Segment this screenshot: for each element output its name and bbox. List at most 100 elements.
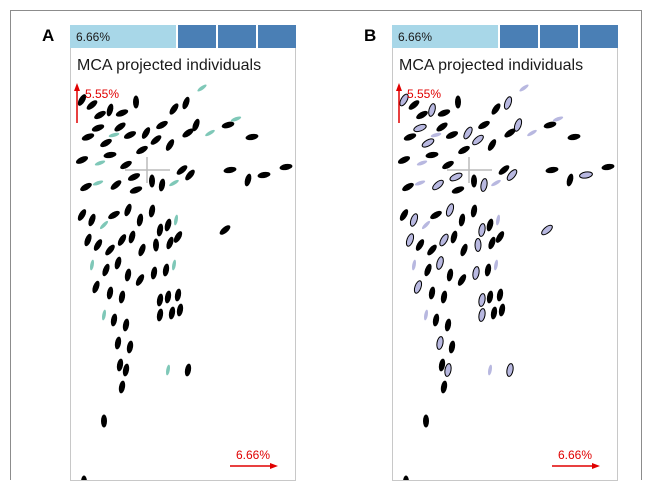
panel-a-individual-glyph <box>184 363 192 377</box>
panel-b-y-axis-label: 5.55% <box>407 87 442 101</box>
panel-b-individual-glyph <box>436 336 444 350</box>
panel-a-individual-glyph <box>136 145 148 155</box>
panel-b-individual-glyph <box>421 220 431 230</box>
panel-a-individual-glyph <box>94 110 106 120</box>
panel-a-individual-glyph <box>149 174 155 188</box>
panel-b-individual-glyph <box>495 231 505 243</box>
panel-b-individual-glyph <box>458 213 466 227</box>
panel-b-individual-glyph <box>458 145 470 155</box>
panel-b-scatter <box>396 83 615 480</box>
panel-b-individual-glyph <box>496 288 504 302</box>
panel-a-individual-glyph <box>117 234 127 246</box>
panel-a-individual-glyph <box>197 84 207 92</box>
panel-a-individual-glyph <box>156 293 164 307</box>
panel-b-individual-glyph <box>527 129 537 137</box>
panel-a-individual-glyph <box>150 266 158 280</box>
panel-b-individual-glyph <box>430 132 442 138</box>
panel-a-origin-cross <box>125 157 170 183</box>
panel-a-individual-glyph <box>205 129 215 137</box>
panel-b-individual-glyph <box>440 380 448 394</box>
panel-b-individual-glyph <box>545 166 559 174</box>
panel-a-individual-glyph <box>92 280 100 294</box>
panel-a: 6.66% MCA projected individuals 5.55% 6.… <box>70 25 298 481</box>
panel-a-individual-glyph <box>158 178 166 192</box>
panel-b-individual-glyph <box>445 131 459 139</box>
panel-b-individual-glyph <box>498 303 506 317</box>
panel-b-individual-glyph <box>427 244 437 256</box>
panel-a-individual-glyph <box>257 171 271 179</box>
panel-a-individual-glyph <box>164 218 172 232</box>
panel-b-individual-glyph <box>486 290 494 304</box>
panel-b-individual-glyph <box>513 118 523 132</box>
panel-b-individual-glyph <box>413 123 427 133</box>
panel-b-individual-glyph <box>413 280 423 294</box>
panel-a-individual-glyph <box>103 151 117 159</box>
panel-b-bar-percent: 6.66% <box>398 30 433 44</box>
panel-b-individual-glyph <box>472 266 480 280</box>
panel-a-y-arrow-icon <box>74 83 80 123</box>
panel-a-individual-glyph <box>165 364 171 376</box>
panel-a-individual-glyph <box>77 209 87 221</box>
panel-b-individual-glyph <box>442 160 454 170</box>
panel-a-individual-glyph <box>244 173 252 187</box>
panel-a-individual-glyph <box>156 308 164 322</box>
panel-a-x-axis-label: 6.66% <box>236 448 271 462</box>
panel-b-letter: B <box>364 26 377 45</box>
panel-a-individual-glyph <box>116 358 124 372</box>
panel-b-individual-glyph <box>405 233 415 247</box>
panel-a-letter: A <box>42 26 55 45</box>
panel-b-individual-glyph <box>503 96 513 110</box>
panel-b-individual-glyph <box>399 209 409 221</box>
panel-a-individual-glyph <box>245 133 259 141</box>
panel-b-individual-glyph <box>438 358 446 372</box>
panel-a-individual-glyph <box>221 121 235 129</box>
panel-b-individual-glyph <box>504 128 516 138</box>
panel-b-individual-glyph <box>428 286 436 300</box>
panel-b-individual-glyph <box>450 230 458 244</box>
panel-a-individual-glyph <box>84 233 92 247</box>
panel-b-individual-glyph <box>566 173 574 187</box>
panel-a-individual-glyph <box>124 268 132 282</box>
panel-a-individual-glyph <box>156 223 164 237</box>
panel-a-y-axis-label: 5.55% <box>85 87 120 101</box>
panel-a-individual-glyph <box>118 380 126 394</box>
panel-a-individual-glyph <box>86 100 98 110</box>
panel-b-individual-glyph <box>470 204 478 218</box>
panel-b-individual-glyph <box>474 238 482 252</box>
panel-a-individual-glyph <box>176 303 184 317</box>
panel-b-individual-glyph <box>411 259 417 271</box>
panel-a-individual-glyph <box>122 318 130 332</box>
panel-b-individual-glyph <box>399 93 409 107</box>
panel-a-bar-percent: 6.66% <box>76 30 111 44</box>
panel-a-individual-glyph <box>169 103 179 115</box>
panel-b-variance-bar[interactable] <box>392 25 620 48</box>
panel-a-individual-glyph <box>93 239 103 251</box>
panel-b-individual-glyph <box>491 103 501 115</box>
panel-a-individual-glyph <box>135 274 145 286</box>
panel-a-individual-glyph <box>129 186 143 194</box>
panel-b-individual-glyph <box>409 213 419 227</box>
panel-b-individual-glyph <box>471 174 477 188</box>
panel-b-individual-glyph <box>495 214 501 226</box>
panel-a-individual-glyph <box>136 213 144 227</box>
panel-a-individual-glyph <box>115 109 129 117</box>
panel-b-individual-glyph <box>480 178 488 192</box>
panel-b-individual-glyph <box>440 290 448 304</box>
panel-b-individual-glyph <box>416 160 428 166</box>
panel-b-individual-glyph <box>451 186 465 194</box>
panel-a-individual-glyph <box>81 475 87 480</box>
panel-b-individual-glyph <box>455 95 461 109</box>
panel-a-individual-glyph <box>122 363 130 377</box>
panel-a-individual-glyph <box>80 182 92 192</box>
panel-b-individual-glyph <box>436 256 444 270</box>
panel-b-individual-glyph <box>445 203 455 217</box>
panel-a-variance-bar[interactable] <box>70 25 298 48</box>
panel-b-individual-glyph <box>498 165 510 175</box>
panel-a-x-arrow-icon <box>230 463 278 469</box>
panel-b-individual-glyph <box>506 363 514 377</box>
panel-a-individual-glyph <box>279 163 293 171</box>
panel-b-individual-glyph <box>423 414 429 428</box>
panel-b-individual-glyph <box>421 138 435 148</box>
panel-a-individual-glyph <box>162 263 170 277</box>
panel-a-individual-glyph <box>88 213 96 227</box>
